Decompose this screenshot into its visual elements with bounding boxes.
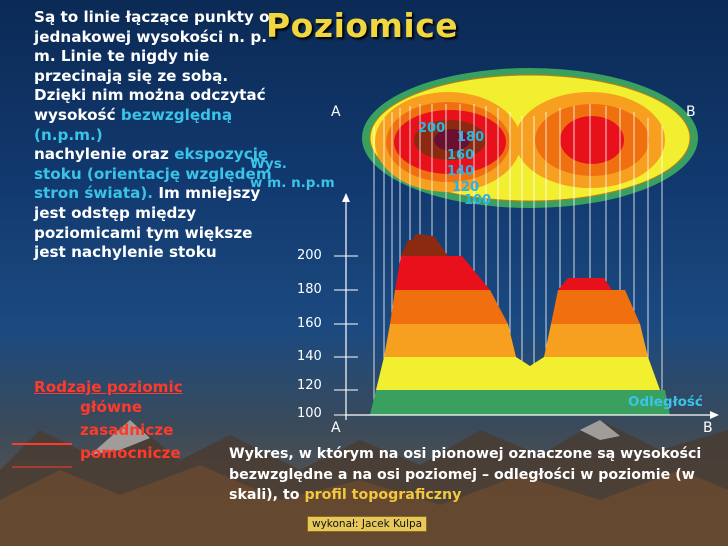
definition-highlight: bezwzględną (n.p.m.) bbox=[34, 105, 233, 144]
y-axis-label: Wys. w m. n.p.m bbox=[250, 155, 335, 193]
y-tick-label: 140 bbox=[297, 349, 322, 364]
profile-label-a: A bbox=[331, 420, 341, 436]
contour-label: 100 bbox=[464, 193, 492, 208]
contour-type-item: główne bbox=[80, 398, 143, 416]
y-tick-label: 120 bbox=[297, 378, 322, 393]
contour-types: Rodzaje poziomic główne zasadnicze pomoc… bbox=[34, 378, 183, 465]
contour-type-item: pomocnicze bbox=[80, 444, 181, 462]
definition-text: Są to linie łączące punkty o jednakowej … bbox=[34, 8, 274, 263]
definition-highlight: ekspozycję stoku (orientację względem st… bbox=[34, 145, 272, 203]
y-axis-label-line: Wys. bbox=[250, 156, 287, 172]
y-ticks bbox=[334, 255, 358, 416]
x-axis-label: Odległość bbox=[628, 394, 703, 410]
footer-author: wykonał: Jacek Kulpa bbox=[307, 516, 428, 532]
contour-label: 120 bbox=[452, 180, 480, 195]
contour-type-item: zasadnicze bbox=[80, 421, 174, 439]
definition-part: Im mniejszy jest odstęp między poziomica… bbox=[34, 184, 261, 262]
definition-part: nachylenie oraz bbox=[34, 145, 175, 164]
y-tick-label: 200 bbox=[297, 248, 322, 263]
definition-part: Są to linie łączące punkty o jednakowej … bbox=[34, 8, 270, 124]
y-tick-label: 160 bbox=[297, 316, 322, 331]
contour-label: 160 bbox=[447, 148, 475, 163]
profile-description-highlight: profil topograficzny bbox=[304, 487, 462, 503]
profile-label-b: B bbox=[703, 420, 713, 436]
y-axis-label-line: w m. n.p.m bbox=[250, 175, 335, 191]
contour-label: 140 bbox=[447, 164, 475, 179]
profile-description: Wykres, w którym na osi pionowej oznaczo… bbox=[229, 444, 719, 506]
contour-label: 200 bbox=[418, 121, 446, 136]
map-label-a: A bbox=[331, 104, 341, 120]
contour-types-heading: Rodzaje poziomic bbox=[34, 378, 183, 396]
y-tick-label: 180 bbox=[297, 282, 322, 297]
profile-description-part: Wykres, w którym na osi pionowej oznaczo… bbox=[229, 446, 702, 503]
page-title: Poziomice bbox=[266, 6, 459, 45]
profile-bands bbox=[370, 234, 670, 415]
y-tick-label: 100 bbox=[297, 406, 322, 421]
contour-label: 180 bbox=[457, 130, 485, 145]
map-label-b: B bbox=[686, 104, 696, 120]
